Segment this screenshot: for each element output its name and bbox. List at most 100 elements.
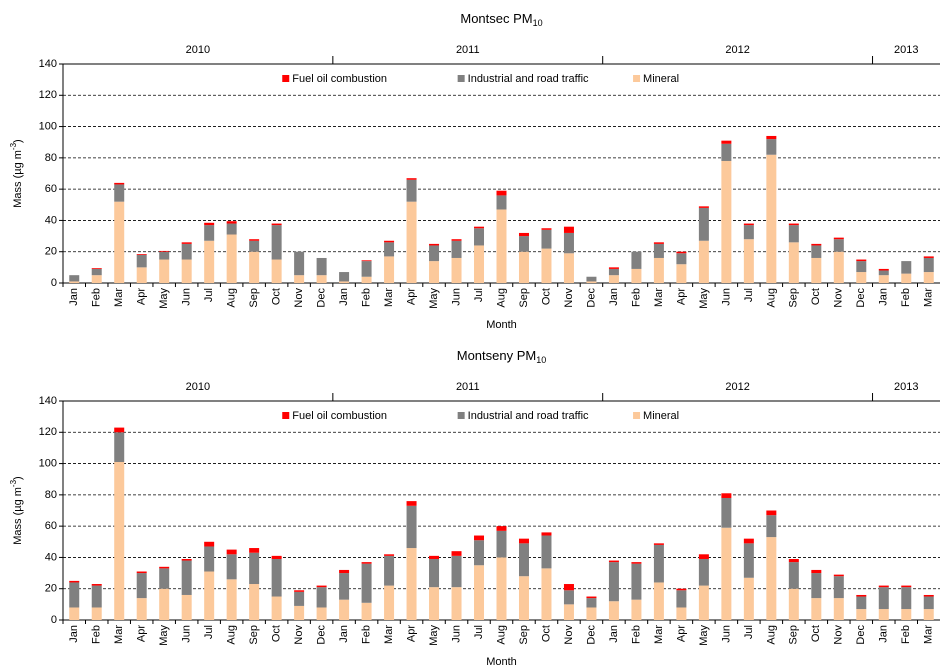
bar-segment [114,427,125,433]
x-tick-label: Feb [630,288,642,307]
bar-segment [586,607,597,620]
x-tick-label: Jul [743,625,755,639]
bar-segment [586,281,597,283]
y-tick-label: 80 [45,152,57,164]
bar-segment [226,579,237,620]
bar-segment [721,493,732,498]
bar-segment [608,268,619,276]
x-tick-label: Apr [136,288,148,305]
bar-segment [474,535,485,541]
bar-segment [856,594,867,597]
bar-segment [204,222,215,226]
x-tick-label: Oct [540,288,552,305]
bar-segment [923,609,934,620]
bar-segment [788,225,799,243]
bar-segment [294,605,305,620]
bar-segment [518,251,529,283]
x-tick-label: May [158,625,170,646]
x-tick-label: Mar [383,625,395,644]
x-tick-label: Sep [788,625,800,645]
bar-segment [608,562,619,602]
x-tick-label: Sep [248,625,260,645]
legend-label: Industrial and road traffic [468,73,589,85]
bar-segment [181,259,192,283]
year-label: 2011 [456,44,480,56]
bar-segment [721,527,732,620]
bar-segment [204,546,215,572]
bar-segment [653,582,664,620]
bar-segment [788,558,799,563]
x-tick-label: Feb [360,625,372,644]
bar-segment [204,571,215,620]
x-tick-label: Nov [833,288,845,308]
bar-segment [721,140,732,144]
x-tick-label: Dec [585,625,597,645]
bar-segment [923,272,934,283]
title-text: Montseny PM [457,348,536,363]
bar-segment [316,607,327,620]
x-tick-label: Dec [855,625,867,645]
bar-segment [698,240,709,283]
bar-segment [181,243,192,260]
bar-segment [474,565,485,620]
bar-segment [429,587,440,620]
bar-segment [496,209,507,283]
bar-segment [114,462,125,620]
bar-segment [743,543,754,578]
bar-segment [608,601,619,620]
bar-segment [159,250,170,252]
bar-segment [249,239,260,241]
bar-segment [586,598,597,608]
x-tick-label: Mar [653,625,665,644]
bar-segment [878,268,889,271]
bar-segment [159,588,170,620]
bar-segment [878,585,889,588]
bar-segment [766,537,777,620]
x-tick-label: Apr [136,625,148,642]
bar-segment [361,602,372,620]
x-tick-label: Feb [630,625,642,644]
x-tick-label: Oct [810,625,822,642]
bar-segment [878,270,889,276]
bar-segment [518,236,529,252]
bar-segment [91,268,102,269]
bar-segment [856,259,867,262]
bar-segment [69,607,80,620]
bar-segment [226,221,237,224]
bar-segment [496,526,507,531]
bar-segment [833,237,844,240]
y-label-text: Mass (µg m [12,150,24,208]
bar-segment [518,538,529,544]
bar-segment [361,563,372,603]
x-tick-label: Jul [473,625,485,639]
x-tick-label: Jun [181,288,193,306]
x-tick-label: Oct [271,288,283,305]
bar-segment [541,248,552,283]
bar-segment [451,551,462,556]
bar-segment [226,554,237,580]
x-tick-label: Jul [743,288,755,302]
x-tick-label: Nov [293,288,305,308]
legend-swatch [282,75,290,82]
x-tick-label: May [158,288,170,309]
year-label: 2012 [725,44,749,56]
legend-label: Fuel oil combustion [292,73,387,85]
bar-segment [586,596,597,599]
x-tick-label: Nov [563,625,575,645]
x-tick-label: Jun [720,625,732,643]
bar-segment [518,576,529,620]
bar-segment [271,596,282,620]
x-tick-label: Dec [585,288,597,308]
bar-segment [608,267,619,269]
legend-swatch [457,75,465,82]
bar-segment [608,560,619,563]
bar-segment [766,515,777,538]
bar-segment [811,573,822,599]
bar-segment [878,275,889,283]
bar-segment [114,182,125,185]
bar-segment [766,135,777,140]
legend-swatch [633,75,641,82]
bar-segment [676,607,687,620]
bar-segment [226,234,237,283]
bar-segment [316,275,327,283]
